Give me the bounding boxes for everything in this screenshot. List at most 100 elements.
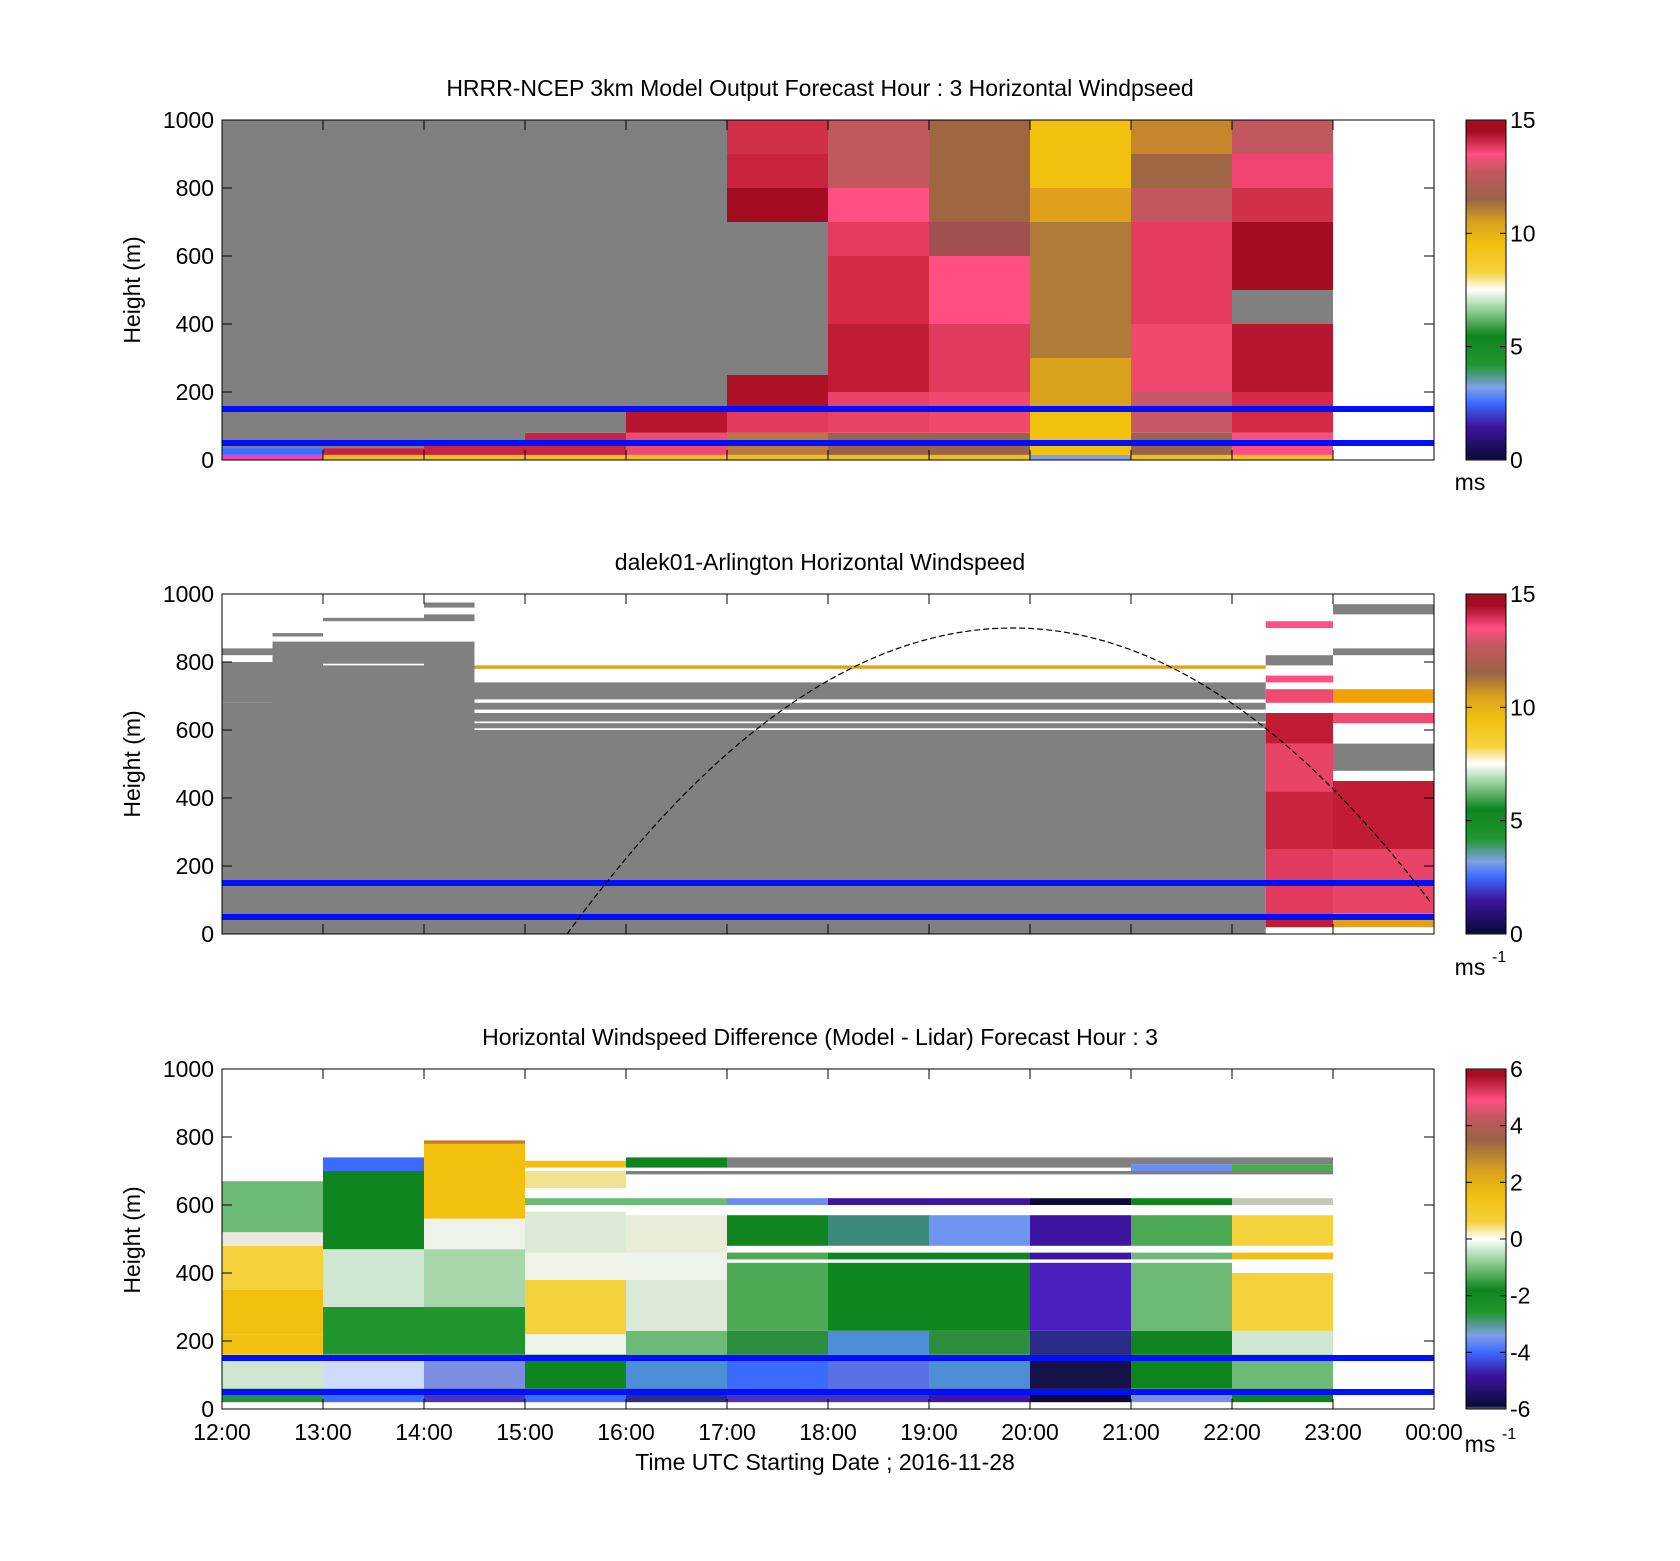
heatmap-cell <box>525 120 626 433</box>
x-tick-label: 13:00 <box>294 1419 352 1445</box>
colorbar-tick-label: 0 <box>1510 447 1523 473</box>
y-tick-label: 600 <box>176 717 214 743</box>
heatmap-cell <box>474 730 727 934</box>
heatmap-cell <box>626 454 727 460</box>
colorbar-gradient <box>1465 119 1507 461</box>
heatmap-cell <box>424 1218 525 1250</box>
heatmap-cell <box>222 648 273 656</box>
panel-bottom-overlays <box>222 1355 1434 1395</box>
heatmap-cell <box>1131 188 1232 222</box>
heatmap-cell <box>1030 358 1131 409</box>
heatmap-cell <box>828 324 929 392</box>
heatmap-cell <box>727 730 1266 934</box>
heatmap-cell <box>1030 1330 1131 1355</box>
heatmap-cell <box>222 120 323 449</box>
heatmap-cell <box>929 120 1030 222</box>
heatmap-cell <box>1232 1252 1333 1260</box>
heatmap-cell <box>323 641 424 664</box>
heatmap-cell <box>525 1279 626 1335</box>
heatmap-cell <box>474 682 727 700</box>
heatmap-cell <box>323 120 424 449</box>
heatmap-cell <box>727 222 828 375</box>
x-tick-label: 23:00 <box>1304 1419 1362 1445</box>
heatmap-cell <box>1030 454 1131 460</box>
heatmap-cell <box>727 409 828 433</box>
x-tick-label: 19:00 <box>900 1419 958 1445</box>
colorbar-tick-label: -4 <box>1510 1339 1531 1365</box>
heatmap-cell <box>474 723 727 729</box>
heatmap-cell <box>727 1215 828 1246</box>
heatmap-cell <box>1265 621 1333 628</box>
heatmap-cell <box>1030 120 1131 188</box>
y-tick-label: 1000 <box>163 1056 214 1082</box>
heatmap-cell <box>222 454 323 460</box>
panel-middle: dalek01-Arlington Horizontal Windspeed H… <box>119 549 1536 980</box>
heatmap-cell <box>1030 1157 1131 1168</box>
heatmap-cell <box>929 454 1030 460</box>
heatmap-cell <box>626 1330 727 1355</box>
x-tick-label: 18:00 <box>799 1419 857 1445</box>
x-tick-label: 20:00 <box>1001 1419 1059 1445</box>
y-tick-label: 800 <box>176 1124 214 1150</box>
heatmap-cell <box>1131 1330 1232 1355</box>
heatmap-cell <box>1131 454 1232 460</box>
heatmap-cell <box>525 454 626 460</box>
heatmap-cell <box>1232 454 1333 460</box>
heatmap-cell <box>525 1252 626 1280</box>
heatmap-cell <box>929 1157 1030 1168</box>
heatmap-cell <box>1232 324 1333 392</box>
heatmap-cell <box>424 1249 525 1307</box>
heatmap-cell <box>323 1171 424 1250</box>
heatmap-cell <box>323 665 424 934</box>
heatmap-cell <box>272 641 323 934</box>
heatmap-cell <box>929 1171 1030 1175</box>
heatmap-cell <box>222 662 273 703</box>
colorbar-tick-label: 10 <box>1510 220 1536 246</box>
heatmap-cell <box>727 1252 828 1260</box>
heatmap-cell <box>1131 1198 1232 1205</box>
heatmap-cell <box>1333 648 1434 656</box>
heatmap-cell <box>828 1198 929 1205</box>
heatmap-cell <box>1232 1198 1333 1205</box>
heatmap-cell <box>1232 1171 1333 1175</box>
colorbar-tick-label: -6 <box>1510 1396 1530 1422</box>
heatmap-cell <box>1030 1262 1131 1331</box>
y-tick-label: 600 <box>176 243 214 269</box>
heatmap-cell <box>828 1252 929 1260</box>
colorbar-tick-label: 6 <box>1510 1056 1523 1082</box>
heatmap-cell <box>828 222 929 256</box>
heatmap-cell <box>323 1307 424 1355</box>
panel-middle-colorbar: 0 5 10 15 <box>1465 581 1536 947</box>
heatmap-cell <box>828 120 929 188</box>
y-tick-label: 1000 <box>163 107 214 133</box>
heatmap-cell <box>626 1198 727 1205</box>
y-tick-label: 600 <box>176 1192 214 1218</box>
panel-bottom-colorbar: -6 -4 -2 0 2 4 6 <box>1465 1056 1531 1422</box>
heatmap-cell <box>727 1198 828 1205</box>
x-tick-label: 21:00 <box>1102 1419 1160 1445</box>
x-tick-label: 00:00 <box>1405 1419 1463 1445</box>
heatmap-cell <box>828 188 929 222</box>
x-tick-label: 15:00 <box>496 1419 554 1445</box>
heatmap-cell <box>323 448 424 455</box>
heatmap-cell <box>727 188 828 222</box>
y-tick-label: 1000 <box>163 581 214 607</box>
colorbar-gradient <box>1465 593 1507 935</box>
heatmap-cell <box>929 1262 1030 1331</box>
heatmap-cell <box>525 1171 626 1188</box>
heatmap-cell <box>1265 791 1333 849</box>
heatmap-cell <box>424 614 475 622</box>
heatmap-cell <box>1232 1215 1333 1246</box>
heatmap-cell <box>1232 392 1333 433</box>
heatmap-cell <box>222 1334 323 1355</box>
panel-middle-cbar-unit-sup: -1 <box>1492 949 1506 966</box>
heatmap-cell <box>222 1181 323 1233</box>
heatmap-cell <box>727 702 1266 710</box>
heatmap-cell <box>525 1160 626 1168</box>
heatmap-cell <box>929 324 1030 392</box>
heatmap-cell <box>727 1330 828 1355</box>
heatmap-cell <box>1030 1171 1131 1175</box>
y-tick-label: 400 <box>176 1260 214 1286</box>
heatmap-cell <box>626 1171 727 1175</box>
heatmap-cell <box>828 1157 929 1168</box>
